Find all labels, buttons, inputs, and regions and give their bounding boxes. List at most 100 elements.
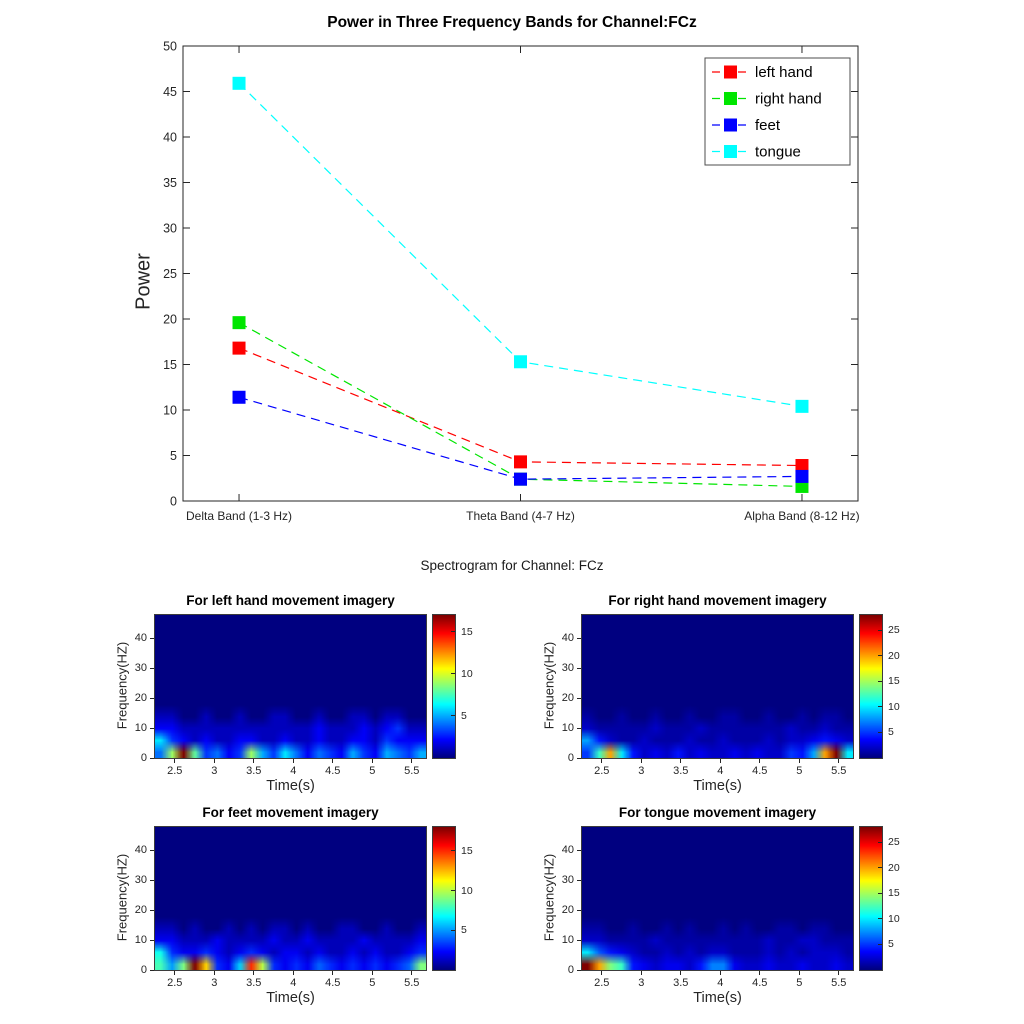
x-tick (601, 759, 603, 763)
data-point-marker (795, 459, 809, 473)
colorbar-tick (878, 841, 882, 843)
power-chart-axes: 0 5 10 15 20 25 30 35 40 45 50 Delta Band (1-3 Hz) T… (163, 40, 860, 524)
x-tick (332, 971, 334, 975)
y-tick-label: 20 (134, 903, 147, 916)
colorbar-canvas-right-hand (860, 615, 882, 758)
data-point-marker (514, 455, 527, 469)
x-tick (411, 759, 413, 763)
colorbar-tick-label: 15 (461, 844, 473, 857)
y-tick (150, 969, 154, 971)
power-y-tick-label: 5 (170, 449, 177, 463)
colorbar-tick-label: 5 (888, 938, 894, 951)
y-tick (577, 969, 581, 971)
x-tick (332, 759, 334, 763)
colorbar-tick (878, 731, 882, 733)
subplot-title-tongue: For tongue movement imagery (618, 805, 817, 820)
colorbar-tick (878, 655, 882, 657)
y-tick-label: 10 (134, 721, 147, 734)
y-tick (577, 939, 581, 941)
spectrogram-heatmap-canvas-feet (155, 827, 426, 970)
y-tick-label: 10 (134, 933, 147, 946)
power-line-chart: 0 5 10 15 20 25 30 35 40 45 50 Delta Band (1-3 Hz) T… (163, 40, 860, 524)
colorbar-tick (451, 929, 455, 931)
colorbar-tick (451, 890, 455, 892)
y-tick (150, 850, 154, 852)
x-tick-label: 3.5 (246, 765, 262, 777)
y-tick (150, 757, 154, 759)
colorbar-tick (451, 715, 455, 717)
x-tick (371, 759, 373, 763)
x-tick (292, 971, 294, 975)
colorbar-tick-label: 10 (888, 912, 900, 925)
y-tick (577, 909, 581, 911)
y-tick (577, 697, 581, 699)
y-tick-label: 20 (561, 691, 574, 704)
legend-marker (724, 118, 737, 132)
x-tick-label: 2.5 (167, 977, 183, 989)
legend-label: feet (755, 117, 781, 134)
x-tick-label: 4.5 (325, 765, 341, 777)
colorbar-tick (878, 680, 882, 682)
y-tick (150, 939, 154, 941)
x-tick-label: 3.5 (246, 977, 262, 989)
data-point-marker (795, 469, 809, 483)
x-tick-label: 3.5 (673, 765, 689, 777)
legend-label: left hand (755, 64, 813, 81)
data-point-marker (232, 316, 246, 330)
x-axis-label-tongue: Time(s) (693, 990, 742, 1006)
y-tick-label: 30 (561, 662, 574, 675)
data-point-marker (795, 479, 809, 493)
y-tick-label: 0 (140, 963, 147, 976)
y-tick-label: 40 (561, 632, 574, 645)
colorbar-tick (878, 867, 882, 869)
colorbar-tick (878, 943, 882, 945)
x-tick (601, 971, 603, 975)
power-y-tick-label: 0 (170, 495, 177, 509)
legend-marker (724, 65, 737, 79)
colorbar-canvas-left-hand (433, 615, 455, 758)
x-axis-label-left-hand: Time(s) (266, 778, 315, 794)
y-tick (577, 757, 581, 759)
x-tick (798, 971, 800, 975)
x-tick-label: 2.5 (594, 765, 610, 777)
spectrogram-suptitle: Spectrogram for Channel: FCz (420, 558, 604, 573)
x-tick-label: 4 (290, 977, 297, 989)
x-tick (213, 759, 215, 763)
x-tick (680, 759, 682, 763)
colorbar-tick-label: 10 (888, 700, 900, 713)
x-tick-label: 5 (369, 765, 376, 777)
colorbar-tick-label: 15 (461, 625, 473, 638)
legend: left hand right hand feet tongue (704, 57, 851, 166)
x-tick (719, 759, 721, 763)
colorbar-canvas-tongue (860, 827, 882, 970)
colorbar-tick (451, 631, 455, 633)
x-tick (680, 971, 682, 975)
y-tick-label: 40 (134, 632, 147, 645)
x-tick-label: 3 (211, 977, 218, 989)
x-tick (174, 971, 176, 975)
y-tick-label: 20 (561, 903, 574, 916)
x-tick-label: 3 (638, 977, 645, 989)
y-tick (150, 668, 154, 670)
power-y-tick-label: 15 (163, 358, 177, 372)
y-tick-label: 0 (140, 751, 147, 764)
y-tick (577, 850, 581, 852)
power-x-tick-label: Alpha Band (8-12 Hz) (744, 509, 859, 523)
colorbar-tick (451, 673, 455, 675)
x-axis-label-right-hand: Time(s) (693, 778, 742, 794)
y-tick-label: 30 (134, 662, 147, 675)
data-point-marker (795, 399, 809, 413)
y-tick-label: 10 (561, 721, 574, 734)
x-tick-label: 4.5 (325, 977, 341, 989)
y-tick (150, 909, 154, 911)
power-y-tick-label: 40 (163, 131, 177, 145)
y-tick (150, 880, 154, 882)
x-tick-label: 5.5 (404, 765, 420, 777)
x-tick-label: 5 (369, 977, 376, 989)
spectrogram-heatmap-canvas-tongue (582, 827, 853, 970)
x-tick (759, 759, 761, 763)
colorbar-tick (878, 629, 882, 631)
x-tick-label: 5.5 (831, 765, 847, 777)
series-tongue (232, 76, 809, 413)
power-y-tick-label: 30 (163, 222, 177, 236)
